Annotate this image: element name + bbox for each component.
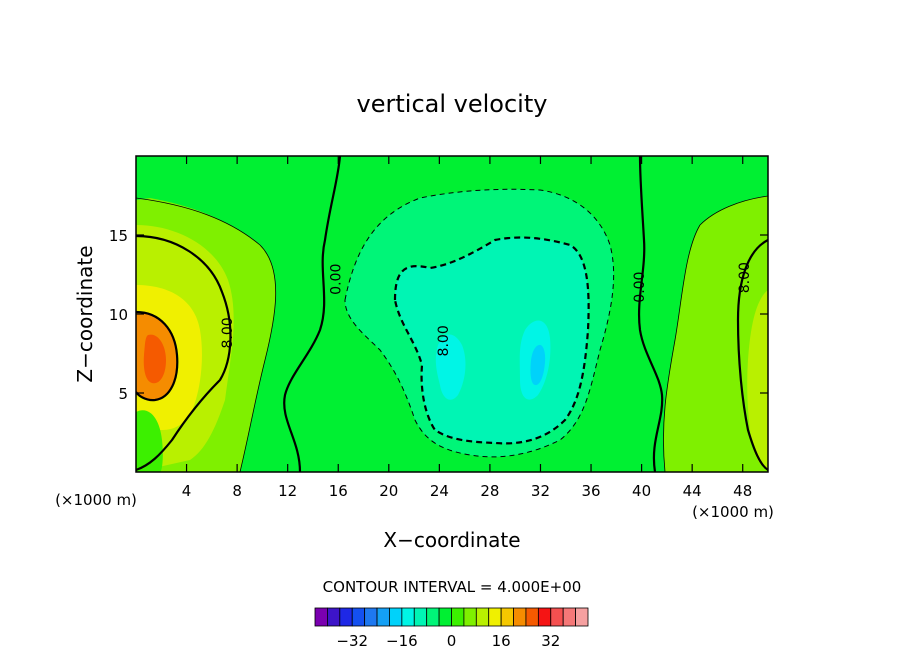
contour-label-text: 8.00 xyxy=(436,325,452,356)
left-band-core xyxy=(143,334,166,384)
colorbar-cell xyxy=(562,607,576,627)
x-tick-label: 32 xyxy=(531,482,550,500)
colorbar-cell xyxy=(488,607,502,627)
x-tick-label: 24 xyxy=(430,482,449,500)
colorbar-cell xyxy=(389,607,403,627)
x-tick-label: 28 xyxy=(480,482,499,500)
contour-label-text: 8.00 xyxy=(220,317,236,348)
contour-label: 8.00 xyxy=(436,325,452,356)
x-unit-left: (×1000 m) xyxy=(55,491,137,509)
colorbar-cell xyxy=(575,607,589,627)
colorbar-tick-label: 16 xyxy=(492,632,511,650)
y-tick-label: 10 xyxy=(109,306,128,324)
x-unit-right: (×1000 m) xyxy=(692,503,774,521)
colorbar-cell xyxy=(339,607,353,627)
contour-peak-left xyxy=(136,310,179,402)
colorbar-cell xyxy=(451,607,465,627)
x-tick-label: 8 xyxy=(232,482,242,500)
colorbar-cell xyxy=(364,607,378,627)
colorbar-cell xyxy=(401,607,415,627)
colorbar-cell xyxy=(438,607,452,627)
contour-positive-right xyxy=(736,239,768,471)
colorbar-cell xyxy=(525,607,539,627)
x-tick-label: 44 xyxy=(683,482,702,500)
right-band-high xyxy=(747,290,768,470)
colorbar-tick-label: 32 xyxy=(541,632,560,650)
central-downdraft-peak xyxy=(530,344,546,386)
x-tick-label: 4 xyxy=(182,482,192,500)
y-tick-label: 5 xyxy=(118,385,128,403)
y-tick-label: 15 xyxy=(109,227,128,245)
contour-thin-left xyxy=(136,197,277,472)
contour-label: 8.00 xyxy=(737,262,753,293)
x-tick-label: 36 xyxy=(581,482,600,500)
colorbar-cell xyxy=(413,607,428,627)
contour-interval-text: CONTOUR INTERVAL = 4.000E+00 xyxy=(323,578,582,596)
x-tick-label: 20 xyxy=(379,482,398,500)
contour-label-text: 0.00 xyxy=(632,272,648,303)
colorbar-cell xyxy=(376,607,390,627)
contour-thin-right xyxy=(663,195,768,472)
contour-label-text: 8.00 xyxy=(737,262,753,293)
colorbar-cell xyxy=(351,607,366,627)
right-band-outer xyxy=(663,196,768,472)
contour-label: 0.00 xyxy=(329,264,345,295)
colorbar-cell xyxy=(537,607,552,627)
contour-labels: 0.00 8.00 8.00 0.00 8.00 xyxy=(220,262,753,356)
contour-label: 0.00 xyxy=(632,272,648,303)
y-axis: 5 10 15 xyxy=(109,227,768,403)
colorbar-cell xyxy=(550,607,564,627)
x-tick-label: 48 xyxy=(733,482,752,500)
x-tick-label: 12 xyxy=(278,482,297,500)
y-axis-label: Z−coordinate xyxy=(73,245,97,382)
colorbar-cell xyxy=(327,607,341,627)
contour-negative-inner xyxy=(393,236,590,445)
contour-field xyxy=(136,156,768,472)
colorbar-cell xyxy=(475,607,490,627)
colorbar-cell xyxy=(314,607,328,627)
colorbar-tick-label: −32 xyxy=(336,632,368,650)
contour-zero-left xyxy=(283,156,342,472)
contour-negative-outer xyxy=(344,188,615,458)
contour-zero-right xyxy=(637,156,664,472)
x-tick-label: 16 xyxy=(329,482,348,500)
colorbar-tick-label: −16 xyxy=(386,632,418,650)
colorbar-tick-label: 0 xyxy=(447,632,457,650)
colorbar xyxy=(314,607,589,627)
colorbar-cell xyxy=(513,607,527,627)
chart-title: vertical velocity xyxy=(357,90,548,118)
contour-label: 8.00 xyxy=(220,317,236,348)
colorbar-cell xyxy=(500,607,514,627)
central-downdraft-inner xyxy=(435,334,466,400)
x-tick-label: 40 xyxy=(632,482,651,500)
x-axis-label: X−coordinate xyxy=(383,528,520,552)
contour-positive-left xyxy=(136,234,232,472)
contour-label-text: 0.00 xyxy=(329,264,345,295)
colorbar-cell xyxy=(463,607,477,627)
colorbar-cell xyxy=(426,607,440,627)
x-axis: 4 8 12 16 20 24 28 32 36 40 44 48 xyxy=(182,156,752,500)
colorbar-tick-labels: −32 −16 0 16 32 xyxy=(336,632,560,650)
contour-lines xyxy=(136,156,768,472)
